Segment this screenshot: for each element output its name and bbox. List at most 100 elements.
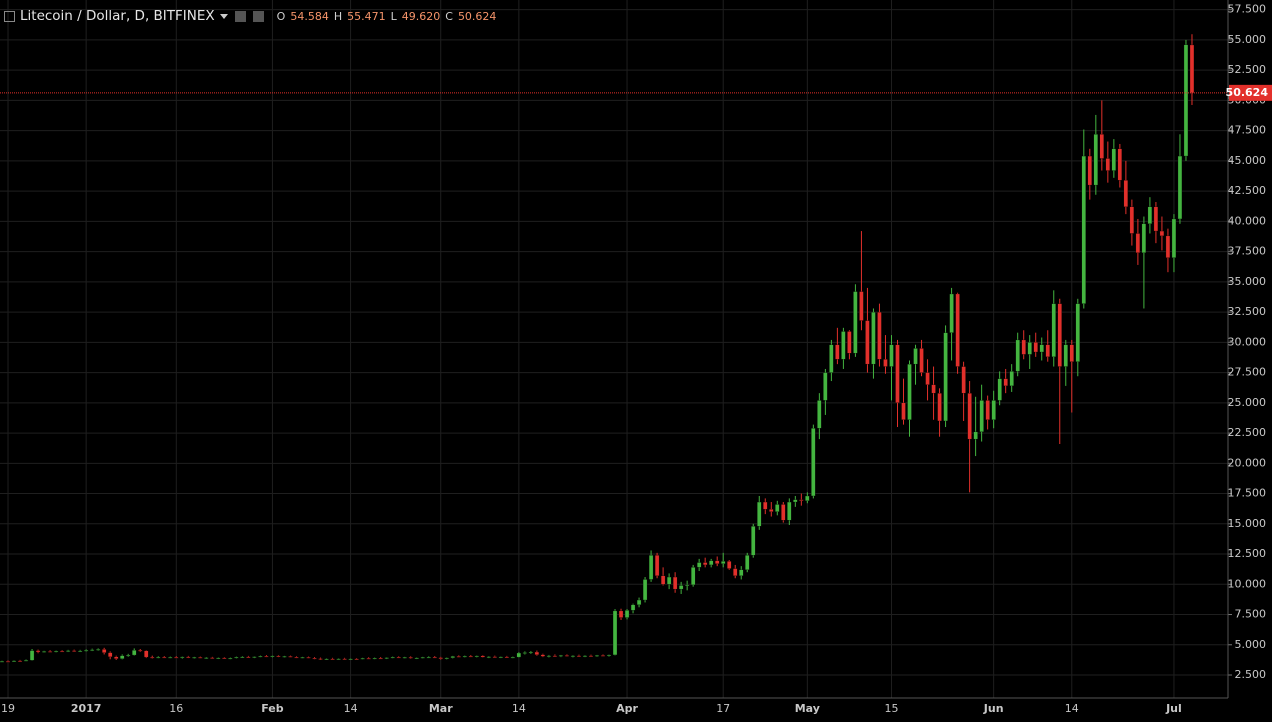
candle-body <box>1009 371 1014 387</box>
y-tick-label: 7.500 <box>1235 608 1267 621</box>
candle-body <box>23 660 29 662</box>
ohlc-key: L <box>390 9 397 23</box>
grid <box>0 0 1228 698</box>
candle-body <box>703 562 708 566</box>
candle-body <box>498 656 503 659</box>
dropdown-icon[interactable] <box>219 13 228 19</box>
candle-body <box>955 293 960 367</box>
candle-body <box>961 366 966 394</box>
candle-body <box>1111 148 1116 171</box>
x-tick-label: Jun <box>983 702 1004 715</box>
ohlc-key: C <box>445 9 453 23</box>
candle-body <box>240 656 245 659</box>
candle-body <box>1051 303 1056 358</box>
candle-body <box>234 656 239 659</box>
collapse-icon[interactable] <box>4 10 15 22</box>
candle-body <box>582 655 588 657</box>
candle-body <box>697 562 702 568</box>
candle-body <box>865 320 870 365</box>
candle-body <box>150 656 155 659</box>
ohlc-value: 49.620 <box>401 9 441 23</box>
candle-body <box>925 372 930 385</box>
candle-body <box>781 504 786 521</box>
candle-body <box>1153 206 1159 232</box>
candle-body <box>793 499 798 503</box>
candle-body <box>871 311 876 365</box>
candle-body <box>1087 155 1092 186</box>
candle-body <box>480 655 485 658</box>
candle-body <box>438 657 443 659</box>
candle-body <box>727 561 732 569</box>
candle-body <box>594 655 600 657</box>
candle-body <box>1063 344 1068 367</box>
candle-body <box>47 651 53 653</box>
ohlc-value: 54.584 <box>290 9 329 23</box>
candle-body <box>564 655 570 657</box>
candle-body <box>444 657 449 659</box>
candle-body <box>90 649 95 651</box>
candle-body <box>901 402 906 420</box>
candle-body <box>745 555 750 570</box>
candle-body <box>132 650 137 656</box>
candle-body <box>546 655 552 657</box>
candle-body <box>877 311 882 360</box>
y-tick-label: 27.500 <box>1228 366 1267 379</box>
settings-button[interactable] <box>234 10 246 22</box>
y-tick-label: 5.000 <box>1235 638 1267 651</box>
candle-body <box>691 567 696 586</box>
y-tick-label: 12.500 <box>1228 547 1267 560</box>
candle-body <box>1189 44 1195 94</box>
x-tick-label: 17 <box>716 702 730 715</box>
candle-body <box>1129 206 1135 234</box>
candle-body <box>288 656 293 658</box>
ohlc-value: 55.471 <box>347 9 386 23</box>
format-button[interactable] <box>252 10 264 22</box>
candle-body <box>83 650 89 652</box>
candle-body <box>138 650 143 652</box>
candle-body <box>96 649 101 651</box>
y-tick-label: 52.500 <box>1228 63 1267 76</box>
candle-body <box>973 431 978 440</box>
candle-body <box>198 657 203 659</box>
candle-body <box>889 344 894 367</box>
x-tick-label: Apr <box>616 702 638 715</box>
candle-body <box>997 378 1002 401</box>
candle-body <box>1117 148 1123 181</box>
candle-body <box>606 654 612 657</box>
candle-body <box>576 655 582 657</box>
candle-body <box>817 400 822 429</box>
candle-body <box>648 555 654 580</box>
y-tick-label: 2.500 <box>1235 668 1267 681</box>
y-tick-label: 17.500 <box>1228 487 1267 500</box>
candle-body <box>931 384 936 394</box>
candle-body <box>739 569 744 576</box>
candle-body <box>186 656 191 659</box>
candle-body <box>841 331 846 360</box>
candle-body <box>751 526 756 556</box>
candle-body <box>967 393 972 440</box>
candle-body <box>396 656 401 659</box>
x-tick-label: Mar <box>429 702 453 715</box>
candle-body <box>985 400 990 420</box>
candle-body <box>522 652 528 654</box>
candle-body <box>570 655 576 657</box>
candle-body <box>763 501 768 510</box>
candle-body <box>1141 223 1147 253</box>
candle-body <box>660 575 666 585</box>
candle-body <box>276 655 281 658</box>
candle-body <box>624 610 630 618</box>
candle-body <box>684 584 690 587</box>
candle-body <box>1123 180 1129 208</box>
candle-body <box>1003 378 1008 387</box>
ohlc-key: H <box>333 9 343 23</box>
y-tick-label: 10.000 <box>1228 577 1267 590</box>
candle-body <box>769 509 774 512</box>
ohlc-readout: O 54.584 H 55.471 L 49.620 C 50.624 <box>277 10 497 23</box>
symbol-title[interactable]: Litecoin / Dollar, D, BITFINEX <box>20 8 215 24</box>
candle-body <box>919 348 924 373</box>
candle-body <box>432 656 437 659</box>
candle-body <box>77 650 83 652</box>
candle-body <box>979 400 984 433</box>
candle-body <box>1069 344 1074 362</box>
